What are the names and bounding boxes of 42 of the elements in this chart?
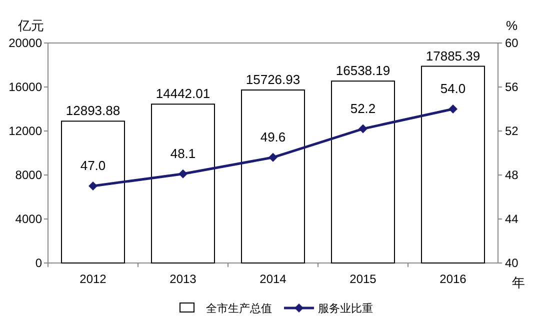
y2-tick-label: 56 [505,80,519,94]
x-tick-label: 2013 [170,272,197,286]
point [178,169,188,178]
point [358,124,368,134]
data-label: 16538.19 [336,63,390,78]
data-label: 12893.88 [66,103,120,118]
y-tick-label: 16000 [8,80,42,94]
data-label: 17885.39 [426,48,480,64]
bar [421,66,485,264]
y-axis-title: 亿元 [17,18,44,33]
y-tick-label: 20000 [8,36,42,50]
y-tick-label: 0 [35,256,42,270]
x-tick-label: 2016 [440,272,467,286]
y2-axis-title: % [506,18,518,33]
x-axis-title: 年 [512,275,525,290]
bar [331,80,395,264]
data-label: 54.0 [440,81,466,96]
x-tick-label: 2012 [80,272,107,286]
bar [151,104,215,264]
data-label: 14442.01 [156,86,210,102]
point [88,182,98,190]
x-tick-label: 2014 [260,272,287,286]
data-label: 52.2 [350,100,376,116]
y-tick-label: 12000 [8,124,42,138]
point [268,152,278,162]
bar [241,90,305,264]
data-label: 49.6 [260,129,286,144]
legend-label: 全市生产总值 [206,302,272,315]
bar [61,120,125,264]
y2-tick-label: 52 [505,124,519,138]
data-label: 47.0 [80,158,106,173]
y2-tick-label: 60 [505,36,519,50]
y2-tick-label: 44 [505,212,519,226]
y2-tick-label: 40 [505,256,519,270]
y-tick-label: 8000 [15,168,42,182]
legend-label: 服务业比重 [318,302,373,315]
y-tick-label: 4000 [15,212,42,226]
x-tick-label: 2015 [350,272,377,286]
y2-tick-label: 48 [505,168,519,182]
point [448,104,458,114]
data-label: 15726.93 [246,72,300,88]
data-label: 48.1 [170,146,196,161]
